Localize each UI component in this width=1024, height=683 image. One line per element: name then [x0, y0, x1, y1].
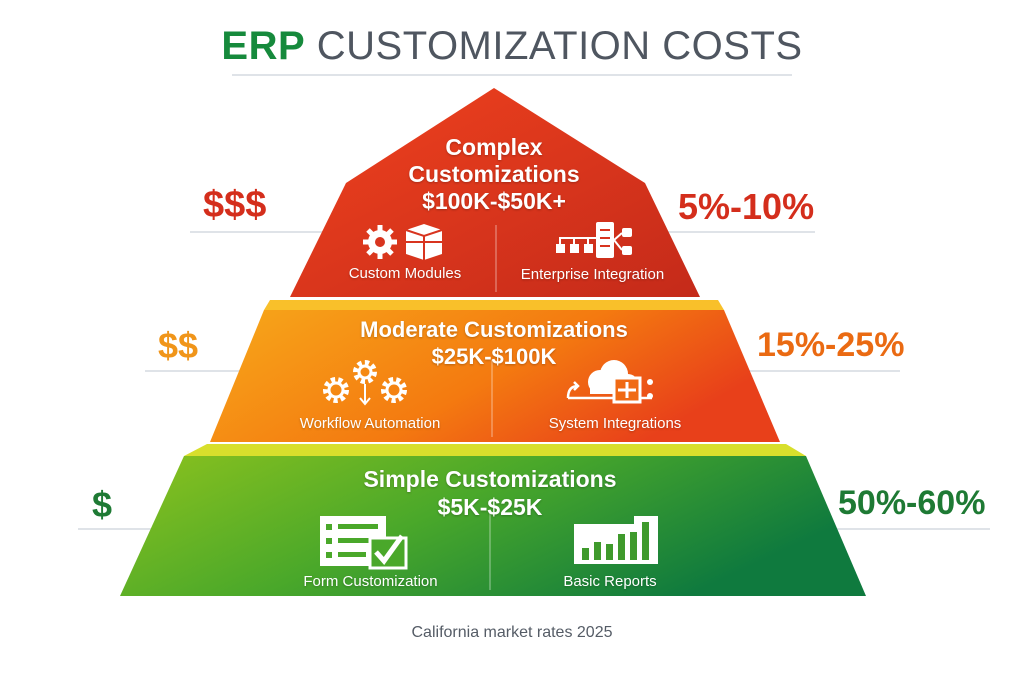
tier-name: Moderate Customizations — [360, 317, 628, 342]
item-system-integrations: System Integrations — [548, 415, 682, 432]
divider — [830, 528, 990, 530]
share-complex: 5%-10% — [678, 186, 815, 227]
tier-moderate-title: Moderate Customizations $25K-$100K — [294, 316, 694, 370]
divider — [190, 231, 330, 233]
cost-level-complex: $$$ — [203, 184, 267, 226]
item-basic-reports: Basic Reports — [563, 573, 657, 590]
tier-moderate-rim — [264, 300, 724, 310]
cost-level-moderate: $$ — [158, 325, 199, 366]
item-enterprise-integration: Enterprise Integration — [520, 266, 665, 283]
footer-note: California market rates 2025 — [411, 624, 613, 641]
form-checklist-icon — [320, 516, 408, 570]
tier-simple-title: Simple Customizations $5K-$25K — [290, 465, 690, 521]
tier-name-line: Customizations — [408, 161, 580, 187]
tier-range: $100K-$50K+ — [422, 188, 566, 214]
tier-complex-title: Complex Customizations $100K-$50K+ — [394, 134, 594, 215]
divider — [660, 231, 815, 233]
item-form-customization: Form Customization — [303, 573, 438, 590]
item-custom-modules: Custom Modules — [348, 265, 462, 282]
divider — [745, 370, 900, 372]
cost-level-simple: $ — [92, 484, 113, 525]
tier-name: Simple Customizations — [363, 466, 617, 492]
title-rest: CUSTOMIZATION COSTS — [316, 24, 803, 68]
divider — [145, 370, 255, 372]
tier-range: $5K-$25K — [437, 494, 543, 520]
share-simple: 50%-60% — [838, 484, 986, 522]
bar-chart-icon — [574, 516, 658, 564]
item-workflow-automation: Workflow Automation — [299, 415, 441, 432]
tier-simple-shape — [120, 456, 866, 596]
tier-range: $25K-$100K — [431, 344, 557, 369]
tier-moderate-shape — [210, 310, 780, 442]
page-title: ERP CUSTOMIZATION COSTS — [0, 24, 1024, 69]
tier-name-line: Complex — [445, 134, 543, 160]
share-moderate: 15%-25% — [757, 326, 905, 364]
gears-icon — [323, 360, 407, 406]
network-server-icon — [556, 222, 632, 258]
title-highlight: ERP — [221, 24, 306, 68]
tier-simple-rim — [184, 444, 806, 456]
divider — [78, 528, 158, 530]
title-divider — [232, 74, 792, 76]
gear-box-icon — [363, 224, 443, 260]
cloud-integration-icon — [566, 360, 653, 404]
